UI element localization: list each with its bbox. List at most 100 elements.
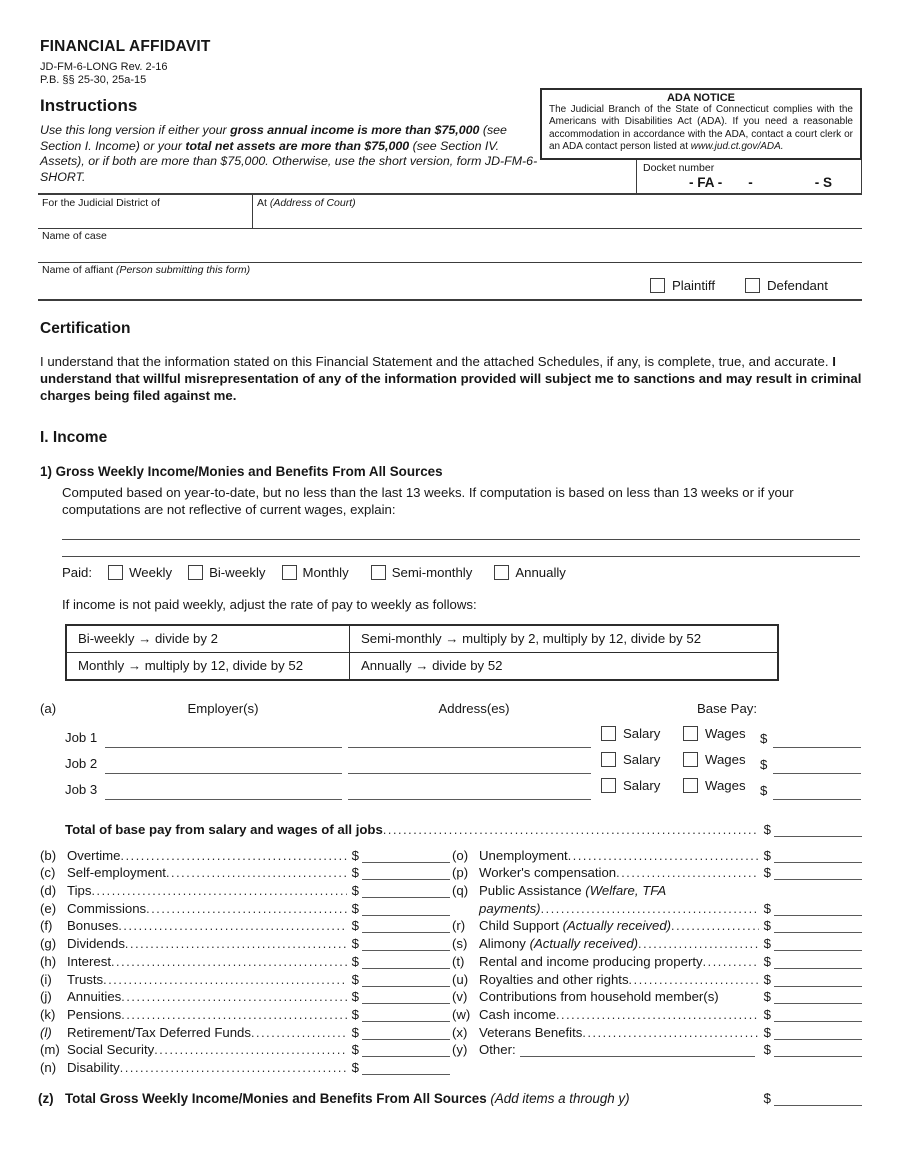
item-label: Child Support xyxy=(479,918,559,934)
total-gross-label: Total Gross Weekly Income/Monies and Ben… xyxy=(65,1091,487,1106)
docket-number-box[interactable]: Docket number - FA - - - S xyxy=(636,160,862,194)
job-3-amount-field[interactable] xyxy=(773,798,861,800)
amount-field-e[interactable] xyxy=(362,901,450,916)
amount-field-i[interactable] xyxy=(362,972,450,987)
income-item-o: (o) Unemployment $ xyxy=(452,845,862,863)
instructions-heading: Instructions xyxy=(40,96,138,115)
item-letter: (p) xyxy=(452,865,469,881)
amount-field-j[interactable] xyxy=(362,989,450,1005)
job-3-salary-checkbox[interactable] xyxy=(601,778,616,793)
annually-checkbox[interactable] xyxy=(494,565,510,580)
paid-option-semimonthly: Semi-monthly xyxy=(370,565,473,580)
income-item-q-line2: payments) $ xyxy=(452,898,862,916)
case-name-field[interactable]: Name of case xyxy=(38,228,862,262)
biweekly-checkbox[interactable] xyxy=(188,565,204,580)
job-2-salary-checkbox[interactable] xyxy=(601,752,616,767)
total-base-pay-row: Total of base pay from salary and wages … xyxy=(38,815,862,837)
job-1-salary-checkbox[interactable] xyxy=(601,726,616,741)
job-3-address-field[interactable] xyxy=(348,798,591,800)
dollar-sign: $ xyxy=(351,1042,359,1058)
item-label: Tips xyxy=(67,883,92,899)
job-2-wages-checkbox[interactable] xyxy=(683,752,698,767)
item-letter: (u) xyxy=(452,971,469,987)
job-1-amount-field[interactable] xyxy=(773,746,861,748)
semimonthly-label: Semi-monthly xyxy=(391,565,473,580)
monthly-checkbox[interactable] xyxy=(281,565,297,580)
job-2-employer-field[interactable] xyxy=(105,772,342,774)
amount-field-q[interactable] xyxy=(774,901,862,916)
computed-note: Computed based on year-to-date, but no l… xyxy=(62,485,794,517)
amount-field-v[interactable] xyxy=(774,989,862,1005)
amount-field-s[interactable] xyxy=(774,936,862,952)
dot-leader xyxy=(111,954,347,969)
amount-field-x[interactable] xyxy=(774,1025,862,1040)
income-item-l: (l) Retirement/Tax Deferred Funds $ xyxy=(40,1022,450,1040)
judicial-district-field[interactable]: For the Judicial District of xyxy=(38,195,252,228)
income-item-m: (m) Social Security $ xyxy=(40,1040,450,1058)
income-item-r: (r) Child Support (Actually received) $ xyxy=(452,916,862,934)
job-2-amount-field[interactable] xyxy=(773,772,861,774)
amount-field-u[interactable] xyxy=(774,972,862,987)
total-base-pay-amount-field[interactable] xyxy=(774,822,862,837)
amount-field-w[interactable] xyxy=(774,1007,862,1022)
certification-paragraph: I understand that the information stated… xyxy=(40,353,862,404)
job-1-wages-checkbox[interactable] xyxy=(683,726,698,741)
defendant-label: Defendant xyxy=(767,278,828,293)
court-address-field[interactable]: At (Address of Court) xyxy=(252,195,862,228)
judicial-district-label: For the Judicial District of xyxy=(42,197,160,209)
amount-field-b[interactable] xyxy=(362,848,450,863)
dot-leader xyxy=(629,972,759,987)
dollar-sign: $ xyxy=(351,989,359,1005)
defendant-checkbox[interactable] xyxy=(745,278,760,293)
certification-heading: Certification xyxy=(40,320,131,337)
amount-field-t[interactable] xyxy=(774,954,862,969)
job-3-wages-checkbox[interactable] xyxy=(683,778,698,793)
ada-notice-title: ADA NOTICE xyxy=(666,92,736,104)
amount-field-o[interactable] xyxy=(774,848,862,863)
amount-field-d[interactable] xyxy=(362,883,450,899)
amount-field-y[interactable] xyxy=(774,1042,862,1058)
item-label: Rental and income producing property xyxy=(479,953,703,969)
amount-field-c[interactable] xyxy=(362,865,450,881)
dot-leader xyxy=(103,972,347,987)
divider xyxy=(38,193,862,195)
job-3-employer-field[interactable] xyxy=(105,798,342,800)
job-row-2: Job 2 Salary Wages $ xyxy=(38,750,862,776)
affiant-field[interactable]: Name of affiant (Person submitting this … xyxy=(38,262,862,299)
income-item-f: (f) Bonuses $ xyxy=(40,916,450,934)
practice-book-ref: P.B. §§ 25-30, 25a-15 xyxy=(40,74,147,86)
amount-field-p[interactable] xyxy=(774,865,862,881)
dollar-sign: $ xyxy=(763,1006,771,1022)
item-label: Social Security xyxy=(67,1042,155,1058)
semimonthly-checkbox[interactable] xyxy=(370,565,386,580)
amount-field-l[interactable] xyxy=(362,1025,450,1040)
other-description-field[interactable] xyxy=(519,1042,755,1058)
amount-field-h[interactable] xyxy=(362,954,450,969)
amount-field-g[interactable] xyxy=(362,936,450,952)
gross-weekly-heading: 1) Gross Weekly Income/Monies and Benefi… xyxy=(40,464,443,479)
explain-line-1[interactable] xyxy=(62,539,860,541)
item-letter: (l) xyxy=(40,1024,52,1040)
job-2-address-field[interactable] xyxy=(348,772,591,774)
amount-field-r[interactable] xyxy=(774,918,862,934)
address-label-italic: (Address of Court) xyxy=(269,197,356,209)
job-1-address-field[interactable] xyxy=(348,746,591,748)
dollar-sign: $ xyxy=(763,900,771,916)
plaintiff-checkbox[interactable] xyxy=(650,278,665,293)
dot-leader xyxy=(568,848,759,863)
amount-field-n[interactable] xyxy=(362,1060,450,1075)
income-item-w: (w) Cash income $ xyxy=(452,1004,862,1022)
amount-field-f[interactable] xyxy=(362,918,450,934)
form-code: JD-FM-6-LONG Rev. 2-16 xyxy=(40,61,168,73)
item-letter: (w) xyxy=(452,1006,471,1022)
total-gross-weekly-row: (z) Total Gross Weekly Income/Monies and… xyxy=(38,1086,862,1106)
income-item-c: (c) Self-employment $ xyxy=(40,863,450,881)
court-row: For the Judicial District of At (Address… xyxy=(38,195,862,228)
amount-field-m[interactable] xyxy=(362,1042,450,1058)
job-1-employer-field[interactable] xyxy=(105,746,342,748)
amount-field-k[interactable] xyxy=(362,1007,450,1022)
amount-field-z[interactable] xyxy=(774,1091,862,1106)
explain-line-2[interactable] xyxy=(62,556,860,558)
weekly-checkbox[interactable] xyxy=(108,565,124,580)
dollar-sign: $ xyxy=(351,936,359,952)
